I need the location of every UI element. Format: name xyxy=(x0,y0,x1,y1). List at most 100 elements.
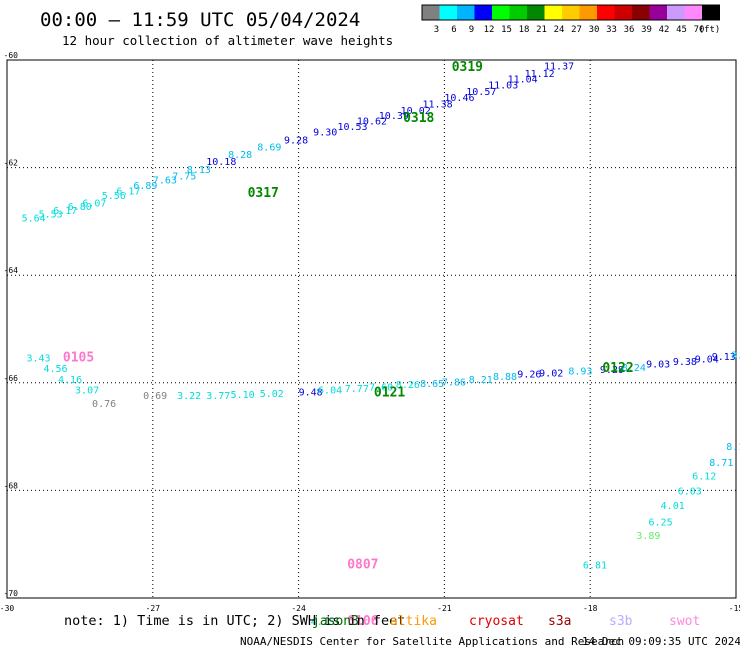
satellite-label: cryosat xyxy=(469,614,524,629)
legend-swatch xyxy=(667,5,685,20)
wave-height-point: 9.48 xyxy=(299,388,323,399)
wave-height-point: 0.69 xyxy=(143,391,167,402)
legend-frame xyxy=(421,4,720,21)
wave-height-point: 9.04 xyxy=(695,354,719,365)
legend-swatch xyxy=(684,5,702,20)
wave-height-point: 7.75 xyxy=(172,171,196,182)
wave-height-point: 10.18 xyxy=(206,157,236,168)
legend-swatch xyxy=(614,5,632,20)
y-tick-label: -68 xyxy=(4,481,19,490)
chart-subtitle: 12 hour collection of altimeter wave hei… xyxy=(62,33,393,48)
legend-label: 6 xyxy=(451,25,456,35)
wave-height-point: 6.81 xyxy=(583,560,607,571)
track-id-label: 0319 xyxy=(452,60,483,75)
grid-lines xyxy=(7,60,736,598)
legend-label: 70 xyxy=(694,25,705,35)
wave-height-point: 5.53 xyxy=(39,210,63,221)
wave-height-point: 9.29 xyxy=(600,365,624,376)
wave-height-point: 6.04 xyxy=(318,386,342,397)
footer-timestamp: 14 Dec 09:09:35 UTC 2024 xyxy=(582,635,740,648)
legend-label: 45 xyxy=(676,25,687,35)
legend-label: 42 xyxy=(659,25,670,35)
wave-height-point: 9.28 xyxy=(284,135,308,146)
track-id-label: 0807 xyxy=(347,557,378,572)
wave-height-point: 8.93 xyxy=(568,367,592,378)
wave-height-point: 11.04 xyxy=(508,75,538,86)
wave-height-point: 10.46 xyxy=(444,93,474,104)
x-tick-label: -15 xyxy=(729,604,740,613)
color-scale-legend: 3 6 9 12 15 18 21 24 27 30 33 36 39 42 45 70(ft) xyxy=(421,4,721,35)
legend-label: 39 xyxy=(641,25,652,35)
wave-height-point: 8.71 xyxy=(709,458,733,469)
wave-height-point: 11.12 xyxy=(525,69,555,80)
wave-height-point: 7.63 xyxy=(153,176,177,187)
chart-title: 00:00 – 11:59 UTC 05/04/2024 xyxy=(40,9,360,31)
y-tick-label: -62 xyxy=(4,159,19,168)
wave-height-point: 3.07 xyxy=(75,386,99,397)
wave-height-point: 6.17 xyxy=(53,206,77,217)
track-id-label: 0105 xyxy=(63,350,94,365)
legend-label: 33 xyxy=(606,25,617,35)
wave-height-point: 6.25 xyxy=(649,517,673,528)
wave-height-point: 11.37 xyxy=(544,62,574,73)
wave-height-point: 8.86 xyxy=(731,351,740,362)
legend-swatch xyxy=(457,5,475,20)
wave-height-point: 8.28 xyxy=(228,150,252,161)
wave-height-point: 6.12 xyxy=(692,472,716,483)
wave-height-point: 8.26 xyxy=(396,380,420,391)
legend-swatch xyxy=(579,5,597,20)
wave-height-point: 7.60 xyxy=(369,382,393,393)
legend-swatch xyxy=(439,5,457,20)
satellite-label: jason3 xyxy=(312,614,359,629)
track-id-label: 0318 xyxy=(403,111,434,126)
legend-label: 18 xyxy=(519,25,530,35)
plot-border xyxy=(6,59,737,599)
legend-label: 15 xyxy=(501,25,512,35)
legend-label: 3 xyxy=(434,25,439,35)
legend-label: 30 xyxy=(589,25,600,35)
track-id-labels: 0317 0318 0319 0105 0121 0122 0807 0106 xyxy=(63,60,634,629)
legend-label: 24 xyxy=(554,25,565,35)
legend-label: (ft) xyxy=(699,25,721,35)
footer-credit: NOAA/NESDIS Center for Satellite Applica… xyxy=(240,635,624,648)
satellite-label: s3a xyxy=(548,614,571,629)
wave-height-point: 11.03 xyxy=(488,81,518,92)
wave-height-point: 8.24 xyxy=(622,363,646,374)
wave-height-point: 9.02 xyxy=(539,368,563,379)
legend-swatch xyxy=(562,5,580,20)
wave-height-point: 8.18 xyxy=(726,442,740,453)
wave-height-point: 8.13 xyxy=(187,165,211,176)
y-tick-label: -60 xyxy=(4,51,19,60)
wave-height-point: 6.17 xyxy=(116,187,140,198)
wave-height-point: 5.10 xyxy=(231,390,255,401)
footer-note: note: 1) Time is in UTC; 2) SWH is in fe… xyxy=(64,613,405,629)
satellite-label: altika xyxy=(390,614,437,629)
legend-swatch xyxy=(527,5,545,20)
legend-swatch xyxy=(632,5,650,20)
wave-height-point: 7.77 xyxy=(345,384,369,395)
legend-swatch xyxy=(422,5,440,20)
x-tick-label: -18 xyxy=(583,604,598,613)
wave-height-point: 4.01 xyxy=(661,501,685,512)
wave-height-point: 9.13 xyxy=(712,352,736,363)
legend-swatch xyxy=(649,5,667,20)
satellite-label: s3b xyxy=(609,614,633,629)
y-tick-label: -64 xyxy=(4,266,19,275)
wave-height-point: 3.22 xyxy=(177,391,201,402)
legend-swatch xyxy=(474,5,492,20)
wave-height-point: 7.86 xyxy=(442,377,466,388)
wave-height-point: 0.76 xyxy=(92,399,116,410)
wave-height-point: 9.26 xyxy=(517,369,541,380)
wave-height-point: 8.21 xyxy=(469,375,493,386)
wave-height-point: 4.15 xyxy=(311,617,335,628)
axis-tick-labels: -60 -62 -64 -66 -68 -70 -30 -27 -24 -21 -18 -15 xyxy=(0,51,740,613)
track-id-label: 0317 xyxy=(248,186,279,201)
wave-height-point: 3.43 xyxy=(26,353,50,364)
satellite-label: swot xyxy=(669,614,700,629)
wave-height-point: 10.39 xyxy=(379,111,409,122)
wave-height-point: 8.65 xyxy=(420,379,444,390)
wave-height-point: 6.89 xyxy=(133,181,157,192)
satellite-legend: jason3 altika cryosat s3a s3b swot xyxy=(312,614,700,629)
